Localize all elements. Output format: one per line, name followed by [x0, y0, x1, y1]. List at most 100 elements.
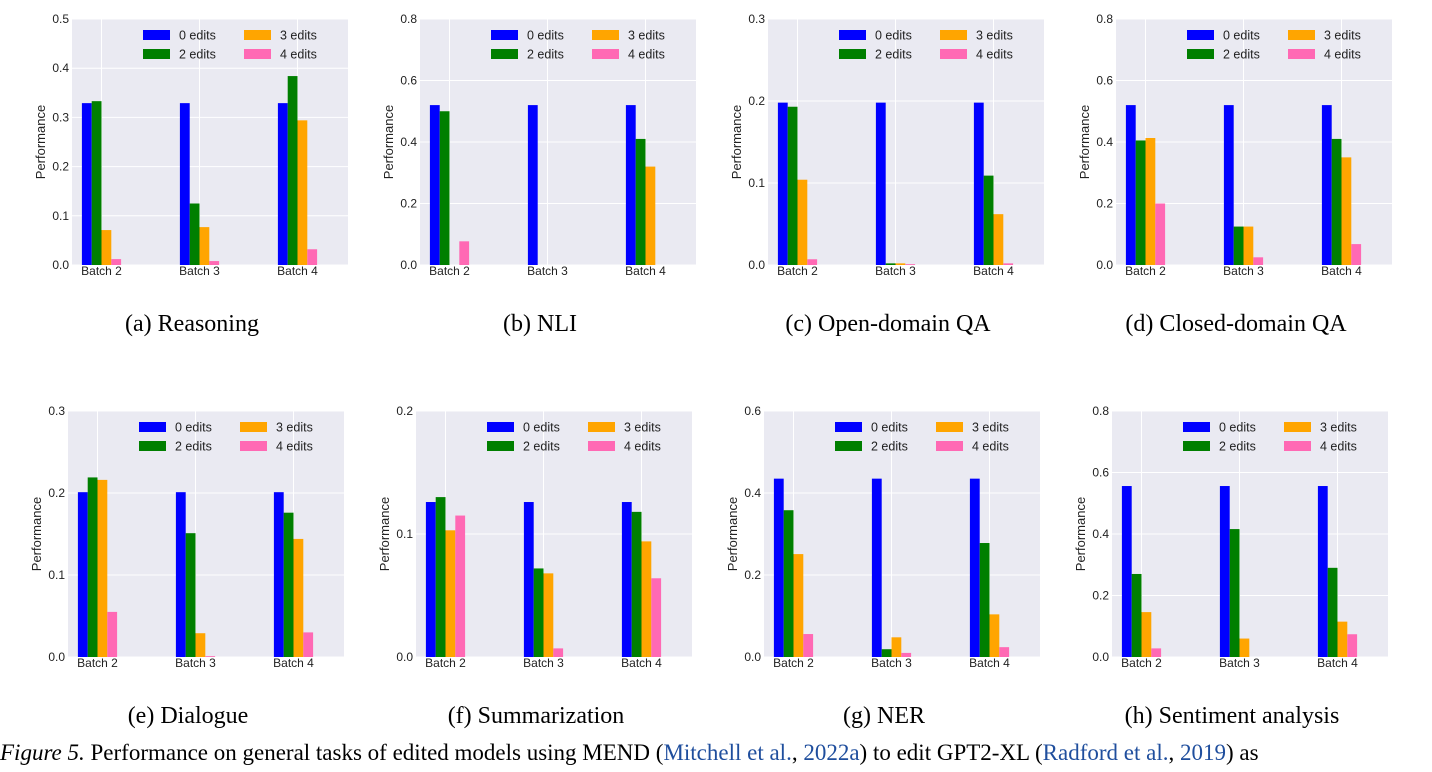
bar-3-edits [101, 230, 112, 265]
legend-label: 0 edits [871, 421, 908, 435]
legend-swatch [1187, 30, 1214, 40]
bar-2-edits [979, 543, 990, 657]
y-tick-label: 0.1 [748, 176, 765, 190]
x-tick-label: Batch 2 [429, 264, 470, 278]
bar-4-edits [1253, 257, 1264, 265]
x-tick-label: Batch 3 [527, 264, 568, 278]
x-tick-label: Batch 4 [1321, 264, 1362, 278]
y-tick-label: 0.4 [1096, 135, 1113, 149]
y-tick-label: 0.4 [744, 486, 761, 500]
bar-3-edits [993, 214, 1004, 265]
y-tick-label: 0.2 [744, 568, 761, 582]
bar-2-edits [1135, 140, 1146, 265]
legend-label: 4 edits [624, 440, 661, 454]
legend-label: 2 edits [175, 440, 212, 454]
legend-label: 3 edits [972, 421, 1009, 435]
bar-3-edits [1145, 138, 1156, 265]
legend-label: 4 edits [976, 48, 1013, 62]
caption-text: ) as [1226, 740, 1259, 765]
y-tick-label: 0.6 [1096, 74, 1113, 88]
legend-swatch [244, 49, 271, 59]
citation-link[interactable]: 2019 [1180, 740, 1226, 765]
bar-0-edits [625, 105, 636, 265]
legend-label: 3 edits [280, 29, 317, 43]
y-tick-label: 0.3 [48, 404, 65, 418]
bar-3-edits [199, 227, 210, 265]
y-axis-label: Performance [33, 105, 48, 179]
y-tick-label: 0.0 [400, 258, 417, 272]
bar-4-edits [553, 648, 564, 657]
y-tick-label: 0.6 [1092, 466, 1109, 480]
legend-label: 2 edits [523, 440, 560, 454]
bar-4-edits [107, 611, 118, 657]
legend-swatch [491, 30, 518, 40]
y-axis-label: Performance [725, 497, 740, 571]
bar-4-edits [1151, 648, 1162, 657]
citation-link[interactable]: 2022a [803, 740, 860, 765]
y-tick-label: 0.0 [748, 258, 765, 272]
legend-label: 3 edits [628, 29, 665, 43]
legend-swatch [139, 422, 166, 432]
bar-0-edits [425, 502, 436, 657]
y-tick-label: 0.3 [748, 12, 765, 26]
x-tick-label: Batch 2 [81, 264, 122, 278]
y-tick-label: 0.1 [52, 209, 69, 223]
y-tick-label: 0.1 [396, 527, 413, 541]
bar-2-edits [439, 111, 450, 265]
x-tick-label: Batch 3 [1223, 264, 1264, 278]
bar-0-edits [1219, 486, 1230, 657]
y-axis-label: Performance [1073, 497, 1088, 571]
citation-link[interactable]: Radford et al. [1042, 740, 1169, 765]
y-tick-label: 0.0 [1096, 258, 1113, 272]
legend-label: 3 edits [276, 421, 313, 435]
bar-3-edits [793, 554, 804, 657]
legend-label: 0 edits [527, 29, 564, 43]
bar-4-edits [651, 578, 662, 657]
subcaption-c: (c) Open-domain QA [785, 311, 991, 337]
legend-label: 0 edits [1219, 421, 1256, 435]
bar-0-edits [1223, 105, 1234, 265]
legend-label: 2 edits [871, 440, 908, 454]
y-tick-label: 0.2 [396, 404, 413, 418]
legend-label: 0 edits [175, 421, 212, 435]
y-tick-label: 0.4 [1092, 527, 1109, 541]
bar-0-edits [81, 103, 92, 265]
legend-swatch [1284, 422, 1311, 432]
bar-2-edits [87, 477, 98, 657]
legend-swatch [835, 422, 862, 432]
bar-0-edits [621, 502, 632, 657]
citation-link[interactable]: Mitchell et al. [663, 740, 792, 765]
legend-swatch [839, 49, 866, 59]
bar-0-edits [527, 105, 538, 265]
y-tick-label: 0.4 [52, 61, 69, 75]
bar-0-edits [1321, 105, 1332, 265]
caption-text: , [1168, 740, 1180, 765]
bar-2-edits [881, 649, 892, 657]
caption-text: , [791, 740, 804, 765]
bar-2-edits [533, 568, 544, 657]
legend-label: 4 edits [276, 440, 313, 454]
bar-2-edits [1131, 573, 1142, 657]
x-tick-label: Batch 2 [77, 656, 118, 670]
legend-swatch [240, 441, 267, 451]
x-tick-label: Batch 3 [179, 264, 220, 278]
legend-label: 4 edits [628, 48, 665, 62]
bar-2-edits [185, 533, 196, 657]
bar-0-edits [523, 502, 534, 657]
legend-label: 0 edits [523, 421, 560, 435]
legend-label: 3 edits [1324, 29, 1361, 43]
bar-3-edits [1341, 157, 1352, 265]
bar-2-edits [631, 511, 642, 657]
bar-4-edits [459, 241, 470, 265]
x-tick-label: Batch 2 [777, 264, 818, 278]
figure-label: Figure 5. [0, 740, 85, 765]
bar-0-edits [875, 102, 886, 265]
y-tick-label: 0.2 [1092, 589, 1109, 603]
y-tick-label: 0.2 [400, 197, 417, 211]
legend-swatch [143, 49, 170, 59]
x-tick-label: Batch 3 [1219, 656, 1260, 670]
bar-3-edits [1141, 612, 1152, 657]
x-tick-label: Batch 2 [1125, 264, 1166, 278]
legend-label: 2 edits [527, 48, 564, 62]
bar-0-edits [973, 102, 984, 265]
